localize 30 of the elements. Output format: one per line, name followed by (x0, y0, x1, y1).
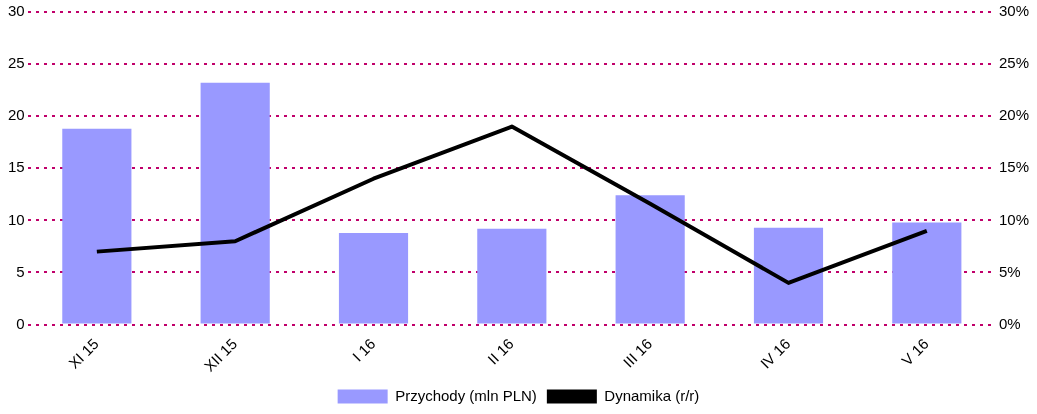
y2-tick-label: 5% (998, 262, 1021, 280)
y-tick-label: 5 (16, 262, 25, 280)
y2-tick-label: 20% (998, 106, 1030, 124)
bar (338, 232, 409, 324)
bar (615, 195, 685, 324)
x-tick-label: II 16 (484, 334, 517, 368)
y2-tick-label: 15% (998, 158, 1030, 176)
x-tick-label: V 16 (898, 334, 932, 369)
y2-tick-label: 30% (998, 2, 1030, 20)
x-tick-label: I 16 (348, 334, 379, 365)
legend-label: Dynamika (r/r) (604, 386, 700, 404)
y-tick-label: 20 (8, 106, 25, 124)
y-tick-label: 30 (8, 2, 25, 20)
y-tick-label: 15 (8, 158, 25, 176)
y-tick-label: 0 (16, 314, 25, 332)
x-tick-label: XI 15 (65, 334, 102, 372)
x-tick-label: IV 16 (756, 334, 794, 372)
bar (753, 227, 824, 324)
y2-tick-label: 25% (998, 54, 1030, 72)
y-tick-label: 10 (8, 210, 25, 228)
bar (200, 82, 270, 324)
x-tick-label: III 16 (619, 334, 656, 371)
bar (477, 228, 547, 324)
legend-label: Przychody (mln PLN) (395, 386, 537, 404)
y2-tick-label: 10% (998, 210, 1030, 228)
bar (62, 128, 132, 324)
y2-tick-label: 0% (998, 314, 1021, 332)
bar (892, 222, 962, 324)
y-tick-label: 25 (8, 54, 25, 72)
x-tick-label: XII 15 (200, 334, 241, 375)
